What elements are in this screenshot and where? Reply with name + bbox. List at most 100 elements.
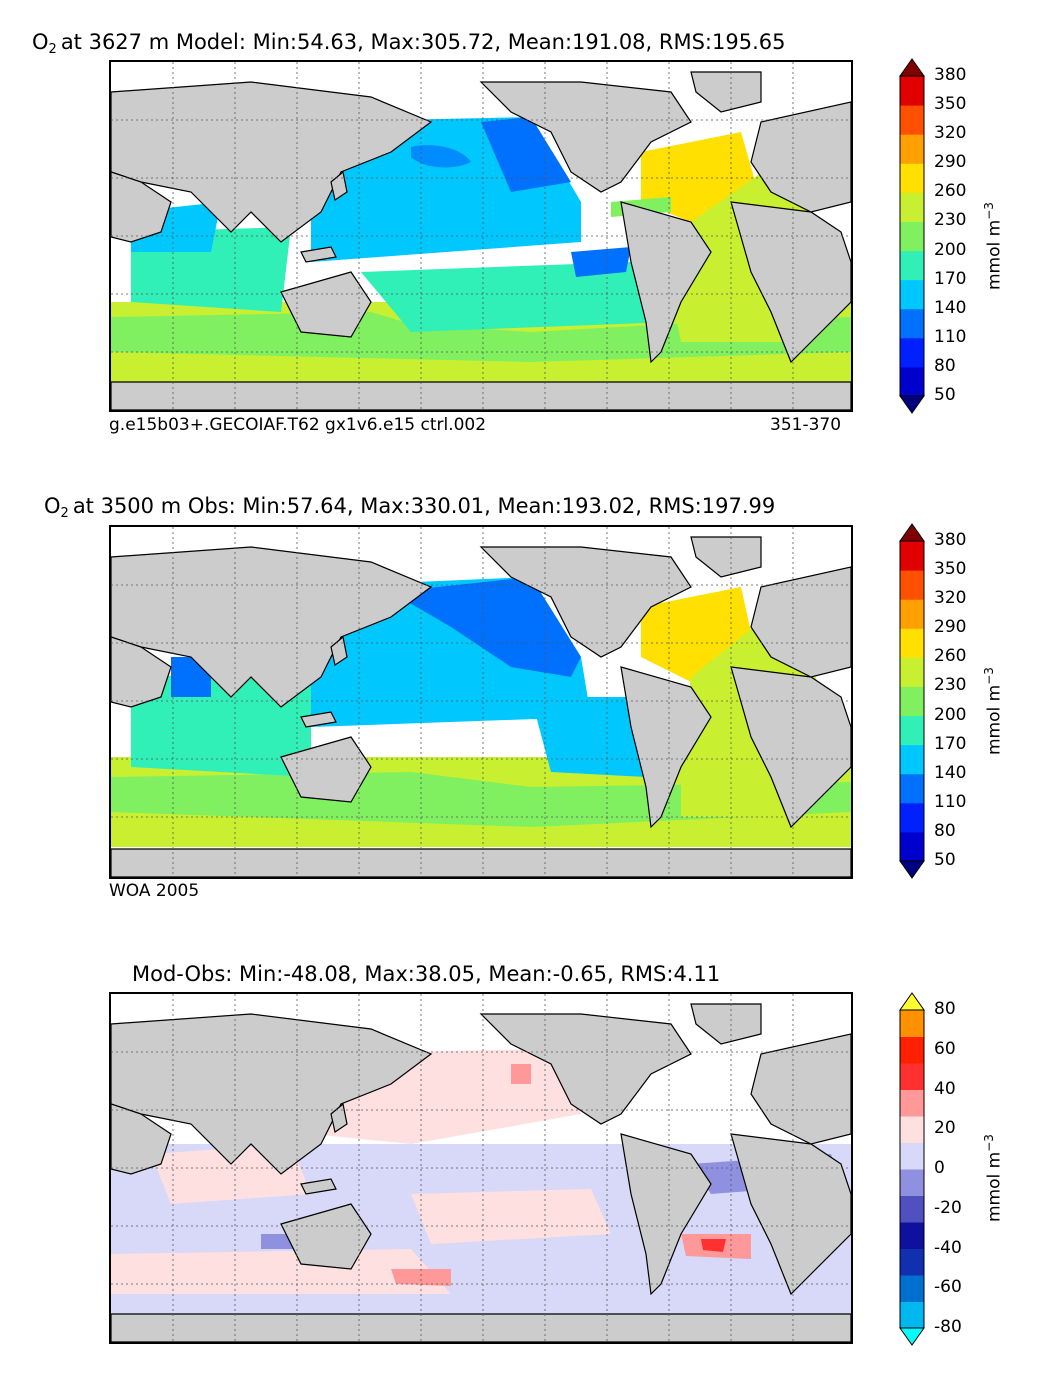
colorbar-tick-label: 290 <box>934 617 967 638</box>
panel-2-unit-sup: −3 <box>982 667 996 685</box>
panel-2-land <box>111 536 851 877</box>
panel-3-map-svg <box>111 994 851 1342</box>
colorbar-tick-label: -20 <box>934 1197 962 1218</box>
panel-3-colorbar-svg <box>899 992 925 1346</box>
panel-1-title-subscript: 2 <box>48 42 57 57</box>
panel-2-title-subscript: 2 <box>60 506 69 521</box>
panel-2-colorbar-svg <box>899 523 925 879</box>
colorbar-segment <box>900 628 924 658</box>
colorbar-segment <box>900 366 924 397</box>
colorbar-segment <box>900 1169 924 1196</box>
panel-2-title-species: O <box>44 494 61 518</box>
colorbar-upper-extension <box>899 992 925 1011</box>
colorbar-lower-extension <box>899 860 925 879</box>
colorbar-segment <box>900 1063 924 1090</box>
panel-2-unit-text: mmol m <box>984 684 1005 755</box>
colorbar-upper-extension <box>899 523 925 542</box>
colorbar-segment <box>900 1142 924 1170</box>
colorbar-tick-label: 290 <box>934 152 967 173</box>
colorbar-outline <box>899 75 925 397</box>
colorbar-segment <box>900 599 924 629</box>
colorbar-outline <box>899 540 925 862</box>
colorbar-segment <box>900 1301 924 1329</box>
panel-2-title-text: at 3500 m Obs: Min:57.64, Max:330.01, Me… <box>72 494 776 518</box>
colorbar-tick-label: 110 <box>934 791 967 812</box>
panel-3-unit-sup: −3 <box>982 1134 996 1152</box>
colorbar-segment <box>900 773 924 804</box>
panel-1-map[interactable] <box>109 60 853 412</box>
colorbar-lower-extension <box>899 1327 925 1346</box>
panel-1-unit-sup: −3 <box>982 202 996 220</box>
panel-1-colorbar: 380 350 320 290 260 230 200 170 140 110 80 50 <box>898 58 966 418</box>
colorbar-tick-label: 350 <box>934 94 967 115</box>
colorbar-segment <box>900 250 924 281</box>
colorbar-tick-label: -80 <box>934 1317 962 1337</box>
colorbar-segment <box>900 1010 924 1037</box>
colorbar-tick-label: 20 <box>934 1118 956 1139</box>
colorbar-tick-label: 80 <box>934 999 956 1019</box>
colorbar-segment <box>900 715 924 746</box>
panel-1-caption-right: 351-370 <box>770 415 842 435</box>
panel-3-title-text: Mod-Obs: Min:-48.08, Max:38.05, Mean:-0.… <box>132 962 721 986</box>
panel-3-title: Mod-Obs: Min:-48.08, Max:38.05, Mean:-0.… <box>132 962 720 986</box>
colorbar-segment <box>900 337 924 368</box>
colorbar-tick-label: 0 <box>934 1158 945 1178</box>
colorbar-tick-label: 320 <box>934 123 967 144</box>
panel-3-land <box>111 1003 851 1342</box>
colorbar-segment <box>900 76 924 106</box>
colorbar-tick-label: 80 <box>934 820 956 841</box>
panel-1-colorbar-svg <box>899 58 925 414</box>
colorbar-tick-label: 380 <box>934 530 967 550</box>
colorbar-segment <box>900 1195 924 1223</box>
colorbar-tick-label: 80 <box>934 355 956 376</box>
colorbar-outline <box>899 1009 925 1329</box>
colorbar-tick-label: 170 <box>934 268 967 289</box>
colorbar-tick-label: 230 <box>934 675 967 696</box>
colorbar-tick-label: 200 <box>934 704 967 725</box>
colorbar-tick-label: 230 <box>934 210 967 231</box>
colorbar-segment <box>900 279 924 310</box>
colorbar-segment <box>900 686 924 717</box>
colorbar-tick-label: 110 <box>934 326 967 347</box>
panel-1-map-svg <box>111 62 851 410</box>
colorbar-segment <box>900 802 924 833</box>
colorbar-segment <box>900 657 924 687</box>
colorbar-segment <box>900 570 924 600</box>
colorbar-segment <box>900 105 924 135</box>
colorbar-segment <box>900 541 924 571</box>
colorbar-tick-label: 60 <box>934 1038 956 1059</box>
panel-2-map-svg <box>111 527 851 877</box>
panel-2-colorbar-unit: mmol m−3 <box>982 667 1005 755</box>
panel-3-unit-text: mmol m <box>984 1151 1005 1222</box>
colorbar-tick-label: 50 <box>934 385 956 405</box>
colorbar-tick-label: 260 <box>934 646 967 667</box>
colorbar-segment <box>900 1275 924 1302</box>
panel-1-graticule <box>111 62 851 410</box>
colorbar-tick-label: 200 <box>934 239 967 260</box>
colorbar-tick-label: 260 <box>934 181 967 202</box>
panel-1-title-species: O <box>32 30 49 54</box>
panel-1-title-text: at 3627 m Model: Min:54.63, Max:305.72, … <box>60 30 786 54</box>
colorbar-segment <box>900 192 924 222</box>
panel-2-graticule <box>111 527 851 877</box>
colorbar-tick-label: -60 <box>934 1277 962 1298</box>
colorbar-segment <box>900 831 924 862</box>
panel-3-colorbar: 80 60 40 20 0 -20 -40 -60 -80 <box>898 992 962 1350</box>
colorbar-tick-label: 350 <box>934 559 967 580</box>
panel-2-title: O2 at 3500 m Obs: Min:57.64, Max:330.01, … <box>44 494 775 526</box>
panel-2-map[interactable] <box>109 525 853 879</box>
colorbar-segment <box>900 1089 924 1117</box>
colorbar-tick-label: 140 <box>934 297 967 318</box>
colorbar-segment <box>900 1222 924 1249</box>
colorbar-segment <box>900 163 924 193</box>
colorbar-tick-label: 40 <box>934 1078 956 1099</box>
panel-3-map[interactable] <box>109 992 853 1344</box>
colorbar-lower-extension <box>899 395 925 414</box>
panel-1-caption-left: g.e15b03+.GECOIAF.T62 gx1v6.e15 ctrl.002 <box>109 415 487 435</box>
panel-1-colorbar-unit: mmol m−3 <box>982 202 1005 290</box>
colorbar-tick-label: 320 <box>934 588 967 609</box>
colorbar-segment <box>900 744 924 775</box>
colorbar-tick-label: -40 <box>934 1237 962 1258</box>
panel-1-unit-text: mmol m <box>984 219 1005 290</box>
colorbar-tick-label: 140 <box>934 762 967 783</box>
